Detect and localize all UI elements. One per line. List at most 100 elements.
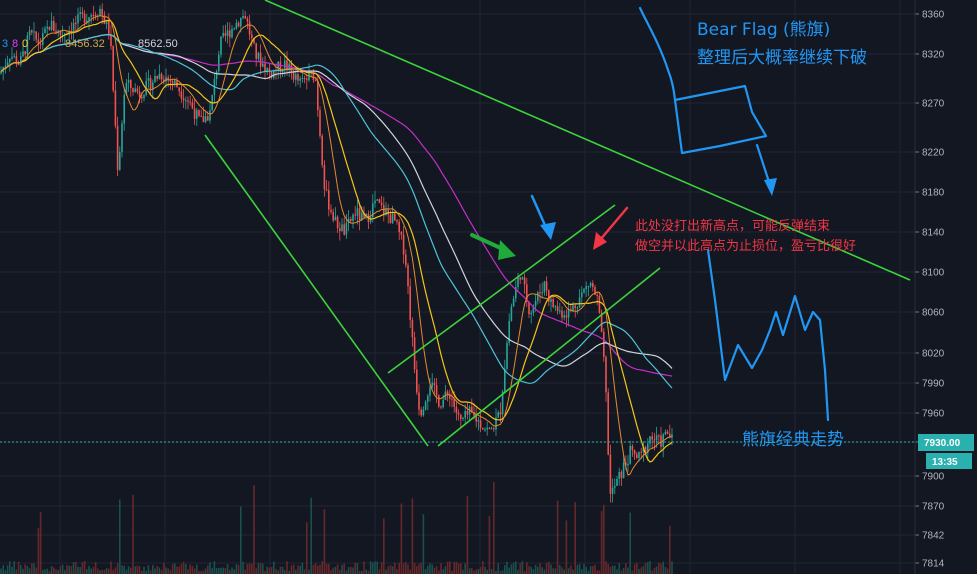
volume-bar xyxy=(99,570,101,574)
volume-bar xyxy=(358,570,361,574)
candle-body xyxy=(297,74,299,81)
volume-bar xyxy=(475,569,477,574)
volume-bar xyxy=(541,567,543,574)
volume-bar xyxy=(167,568,169,574)
candle-body xyxy=(526,284,528,302)
candle-body xyxy=(475,415,477,422)
volume-bar xyxy=(614,565,616,574)
candle-body xyxy=(167,77,169,80)
red-arrow-icon xyxy=(593,232,607,250)
volume-bar xyxy=(631,570,634,574)
candle-body xyxy=(6,62,9,66)
volume-bar xyxy=(299,565,301,574)
volume-bar xyxy=(556,500,559,574)
bear-flag-arrow-drawing xyxy=(755,143,772,187)
volume-bar xyxy=(314,563,317,574)
trendline-channel-upper[interactable] xyxy=(387,204,616,374)
trendline-channel-lower[interactable] xyxy=(437,267,661,447)
volume-bar xyxy=(534,564,537,574)
candle-body xyxy=(629,445,631,464)
volume-bar xyxy=(449,561,451,574)
volume-bar xyxy=(101,569,103,574)
volume-bar xyxy=(345,570,348,574)
candle-body xyxy=(449,394,451,399)
volume-bar xyxy=(660,563,662,574)
volume-bar xyxy=(552,568,554,574)
volume-bar xyxy=(90,568,92,574)
candle-body xyxy=(64,33,66,35)
trendline-lower-descending[interactable] xyxy=(204,134,429,447)
candle-body xyxy=(24,51,26,55)
candle-body xyxy=(103,15,106,24)
trendlines[interactable] xyxy=(204,0,911,447)
volume-bar xyxy=(468,568,471,574)
candle-body xyxy=(154,76,156,83)
candle-body xyxy=(149,78,152,90)
volume-bar xyxy=(361,570,363,574)
candle-body xyxy=(350,218,352,221)
volume-bar xyxy=(77,566,79,574)
volume-bar xyxy=(46,568,48,574)
volume-bar xyxy=(539,562,541,574)
candle-body xyxy=(466,411,469,415)
candle-body xyxy=(396,220,398,222)
candle-body xyxy=(442,399,444,408)
candle-body xyxy=(363,212,365,218)
volume-bar xyxy=(363,561,365,574)
candle-body xyxy=(490,428,493,430)
volume-bar xyxy=(636,562,638,574)
volume-bar xyxy=(629,512,631,574)
candle-body xyxy=(486,427,488,430)
annotation-subtitle: 整理后大概率继续下破 xyxy=(697,48,867,68)
volume-bar xyxy=(587,570,590,574)
volume-bar xyxy=(343,563,345,574)
volume-bar xyxy=(499,570,502,574)
volume-bar xyxy=(501,570,504,574)
trendline-upper-resistance[interactable] xyxy=(264,0,911,281)
candle-body xyxy=(552,299,554,308)
volume-bar xyxy=(592,565,594,574)
candle-body xyxy=(462,417,464,419)
volume-bar xyxy=(530,566,532,574)
candle-body xyxy=(431,382,433,388)
ma-line-yellow xyxy=(0,19,673,463)
candle-body xyxy=(356,208,359,216)
blue-arrow-icon xyxy=(540,222,556,240)
volume-bar xyxy=(248,563,251,574)
volume-bar xyxy=(125,569,128,574)
volume-bar xyxy=(378,569,381,574)
volume-bar xyxy=(367,570,370,574)
candle-body xyxy=(270,72,273,78)
candle-body xyxy=(46,26,48,29)
classic-pattern-drawing xyxy=(706,248,830,422)
current-price-badge: 7930.00 xyxy=(918,434,974,451)
volume-bar xyxy=(669,525,671,574)
candle-body xyxy=(189,101,191,103)
volume-bar xyxy=(303,569,306,574)
candle-body xyxy=(380,202,383,206)
candle-body xyxy=(156,76,158,79)
candle-body xyxy=(105,20,108,24)
candle-body xyxy=(605,356,607,393)
volume-bar xyxy=(24,564,26,574)
volume-bar xyxy=(550,564,552,574)
candle-body xyxy=(664,431,667,435)
volume-bar xyxy=(653,567,656,574)
candle-body xyxy=(262,63,264,67)
volume-bar xyxy=(255,568,257,574)
price-tick-label: 8270 xyxy=(922,99,945,110)
volume-bar xyxy=(310,497,312,574)
volume-bar xyxy=(94,562,97,574)
volume-bar xyxy=(39,511,42,574)
candle-body xyxy=(237,22,240,27)
volume-bar xyxy=(325,563,328,574)
candle-body xyxy=(138,91,141,97)
candle-body xyxy=(127,79,130,83)
volume-bar xyxy=(565,520,568,574)
volume-bar xyxy=(607,564,609,574)
candle-body xyxy=(88,17,90,21)
candle-body xyxy=(42,33,44,45)
candle-body xyxy=(506,342,508,369)
price-tick-label: 7870 xyxy=(922,502,945,513)
